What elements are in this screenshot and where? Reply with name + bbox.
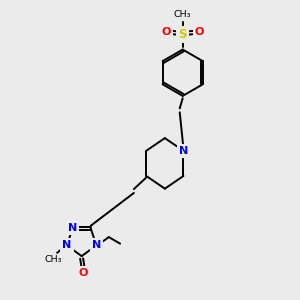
Text: N: N (179, 146, 188, 156)
Text: CH₃: CH₃ (174, 10, 191, 19)
Text: O: O (78, 268, 88, 278)
Text: N: N (68, 223, 77, 233)
Text: O: O (161, 27, 170, 37)
Text: CH₃: CH₃ (44, 255, 62, 264)
Text: O: O (195, 27, 204, 37)
Text: S: S (178, 28, 187, 41)
Text: N: N (62, 240, 72, 250)
Text: N: N (92, 240, 101, 250)
